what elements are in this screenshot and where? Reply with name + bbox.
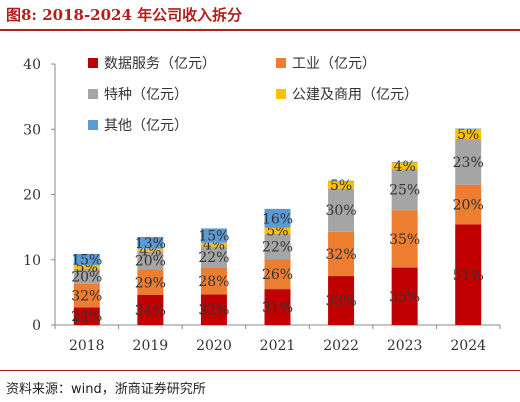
data-label: 15% (198, 229, 229, 245)
bar-segment (264, 259, 291, 290)
y-tick-label: 40 (23, 57, 41, 73)
source-rule (0, 370, 520, 371)
legend-swatch (276, 89, 286, 99)
data-label: 13% (135, 236, 166, 252)
bar-segment (264, 227, 291, 234)
data-label: 22% (262, 239, 293, 255)
legend-label: 其他（亿元） (104, 118, 188, 134)
data-label: 35% (389, 232, 420, 248)
data-label: 32% (198, 303, 229, 319)
data-label: 32% (71, 289, 102, 305)
bar-segment (137, 248, 164, 252)
bar-segment (328, 231, 355, 277)
data-label: 33% (326, 294, 357, 310)
bar-segment (137, 236, 164, 249)
x-tick-label: 2019 (133, 338, 169, 354)
legend-label: 工业（亿元） (292, 56, 376, 72)
bar-segment (73, 253, 100, 265)
data-label: 51% (453, 268, 484, 284)
chart-area: 0 10 20 30 40 24% 32% 20% 5% 15% 2018 34% 29% 20% 4% 13… (0, 32, 520, 366)
bar-segment (455, 139, 482, 185)
data-label: 29% (135, 275, 166, 291)
bar-segment (200, 228, 227, 243)
bar-segment (455, 184, 482, 225)
title-rule (0, 29, 520, 31)
x-tick-label: 2024 (450, 338, 486, 354)
bar-segment (137, 294, 164, 325)
data-label: 23% (453, 155, 484, 171)
y-tick-label: 20 (23, 188, 41, 204)
bar-segment (73, 307, 100, 325)
x-tick-label: 2021 (260, 338, 296, 354)
bar-segment (200, 242, 227, 247)
bar-segment (264, 289, 291, 325)
figure-title: 图8: 2018-2024 年公司收入拆分 (6, 6, 243, 24)
bar-segment (200, 246, 227, 268)
y-tick-label: 0 (32, 318, 41, 334)
data-label: 26% (262, 267, 293, 283)
y-tick-label: 30 (23, 122, 41, 138)
x-tick-label: 2023 (387, 338, 423, 354)
data-label: 5% (457, 127, 479, 143)
bar-segment (73, 283, 100, 308)
bar-segment (200, 267, 227, 295)
data-label: 20% (453, 198, 484, 214)
legend-label: 公建及商用（亿元） (292, 87, 418, 103)
legend-swatch (88, 58, 98, 68)
data-label: 28% (198, 274, 229, 290)
bar-segment (455, 128, 482, 130)
legend-label: 数据服务（亿元） (104, 56, 216, 72)
data-label: 22% (198, 250, 229, 266)
legend-swatch (88, 120, 98, 130)
x-tick-label: 2018 (69, 338, 105, 354)
bar-segment (264, 208, 291, 228)
x-tick-label: 2022 (323, 338, 359, 354)
legend-swatch (88, 89, 98, 99)
bar-segment (73, 268, 100, 284)
data-label: 25% (389, 183, 420, 199)
data-label: 20% (71, 269, 102, 285)
bar-segment (137, 251, 164, 270)
data-label: 5% (330, 178, 352, 194)
bar-segment (264, 233, 291, 260)
bar-segment (200, 294, 227, 325)
data-label: 35% (389, 289, 420, 305)
legend-label: 特种（亿元） (104, 87, 188, 103)
bar-segment (455, 129, 482, 140)
source-note: 资料来源：wind，浙商证券研究所 (6, 382, 206, 397)
bar-segment (391, 161, 418, 163)
bar-segment (328, 188, 355, 232)
data-label: 34% (135, 303, 166, 319)
legend-swatch (276, 58, 286, 68)
stacked-bar-chart: 0 10 20 30 40 24% 32% 20% 5% 15% 2018 34% 29% 20% 4% 13… (23, 56, 501, 354)
bar-segment (73, 264, 100, 269)
bar-segment (455, 224, 482, 325)
data-label: 31% (262, 300, 293, 316)
bar-segment (137, 269, 164, 295)
data-label: 4% (394, 159, 416, 175)
data-label: 16% (262, 211, 293, 227)
data-label: 24% (71, 309, 102, 325)
bar-segment (391, 267, 418, 325)
bar-segment (328, 180, 355, 182)
data-label: 30% (326, 203, 357, 219)
figure-header: 图8: 2018-2024 年公司收入拆分 (0, 0, 520, 31)
y-tick-label: 10 (23, 253, 41, 269)
bar-segment (328, 276, 355, 325)
bar-segment (391, 169, 418, 211)
x-tick-label: 2020 (196, 338, 232, 354)
bar-segment (391, 210, 418, 268)
data-label: 32% (326, 247, 357, 263)
data-label: 15% (71, 252, 102, 268)
bar-segment (391, 162, 418, 170)
data-label: 20% (135, 254, 166, 270)
bar-segment (328, 181, 355, 189)
